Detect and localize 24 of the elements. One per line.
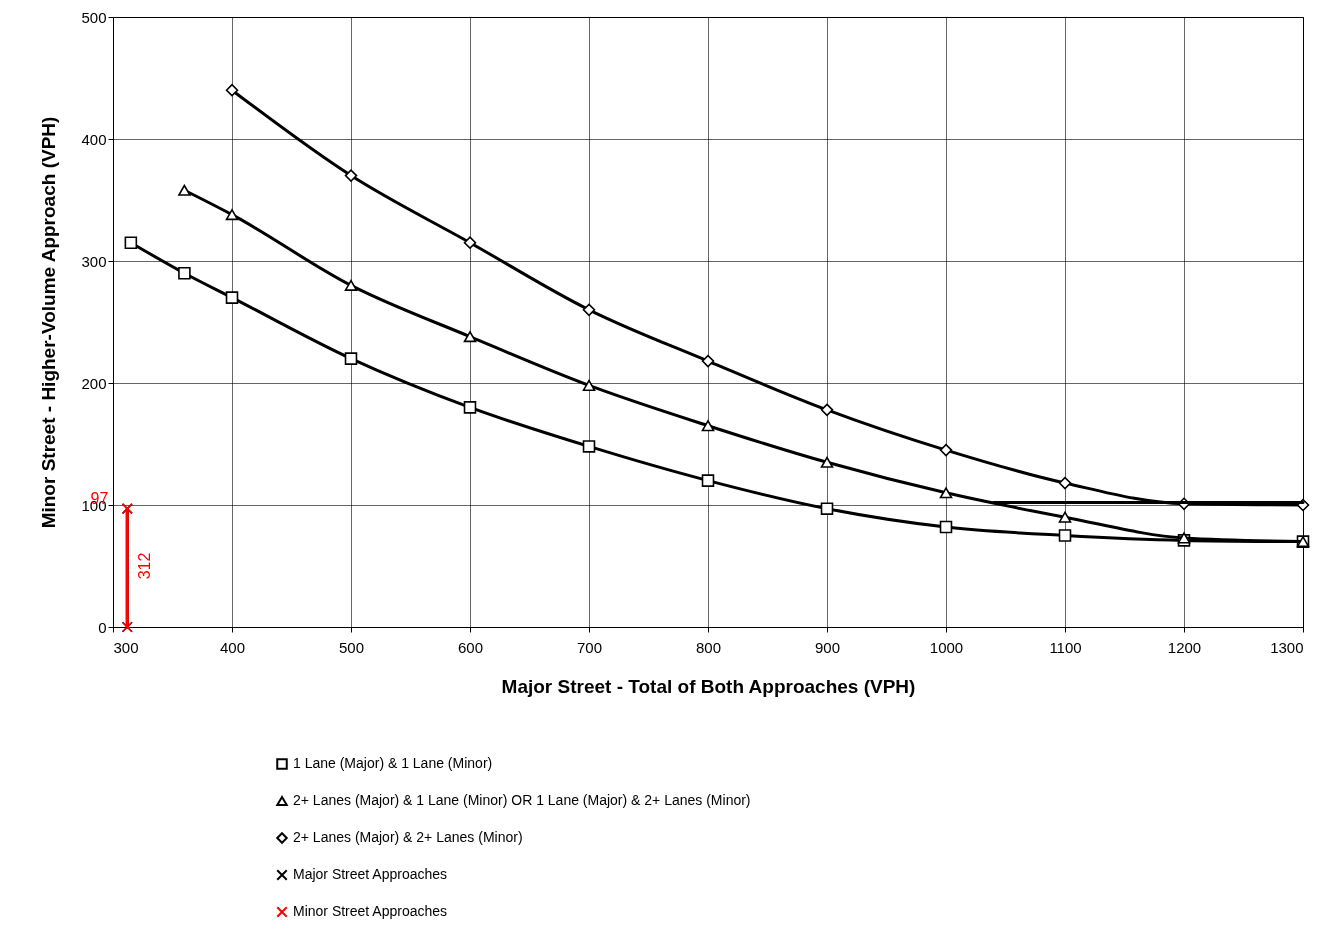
x-tick-label: 500 bbox=[338, 638, 365, 656]
x-tick-label: 900 bbox=[814, 638, 841, 656]
y-tick-label: 200 bbox=[81, 374, 107, 392]
x-tick-label: 800 bbox=[695, 638, 722, 656]
x-tick-label: 1300 bbox=[1270, 638, 1304, 656]
x-axis-title: Major Street - Total of Both Approaches (VPH) bbox=[501, 675, 916, 697]
x-tick-label: 400 bbox=[219, 638, 246, 656]
legend-label: Minor Street Approaches bbox=[293, 903, 448, 919]
y-tick-label: 500 bbox=[81, 8, 107, 26]
legend-label: Major Street Approaches bbox=[293, 866, 448, 882]
x-tick-label: 1100 bbox=[1049, 638, 1082, 656]
y-tick-label: 300 bbox=[81, 252, 107, 270]
annotation: 312 bbox=[136, 552, 154, 580]
x-tick-label: 300 bbox=[113, 638, 139, 656]
x-tick-label: 600 bbox=[457, 638, 484, 656]
y-tick-label: 400 bbox=[81, 130, 107, 148]
y-axis-title: Minor Street - Higher-Volume Approach (VPH) bbox=[38, 116, 60, 529]
y-tick-label: 0 bbox=[98, 618, 107, 636]
legend-label: 2+ Lanes (Major) & 2+ Lanes (Minor) bbox=[293, 829, 523, 845]
legend-label: 2+ Lanes (Major) & 1 Lane (Minor) OR 1 Lane (Major) & 2+ Lanes (Minor) bbox=[293, 792, 751, 808]
x-tick-label: 700 bbox=[576, 638, 603, 656]
legend-label: 1 Lane (Major) & 1 Lane (Minor) bbox=[293, 755, 493, 771]
x-tick-label: 1200 bbox=[1167, 638, 1202, 656]
x-tick-label: 1000 bbox=[929, 638, 964, 656]
